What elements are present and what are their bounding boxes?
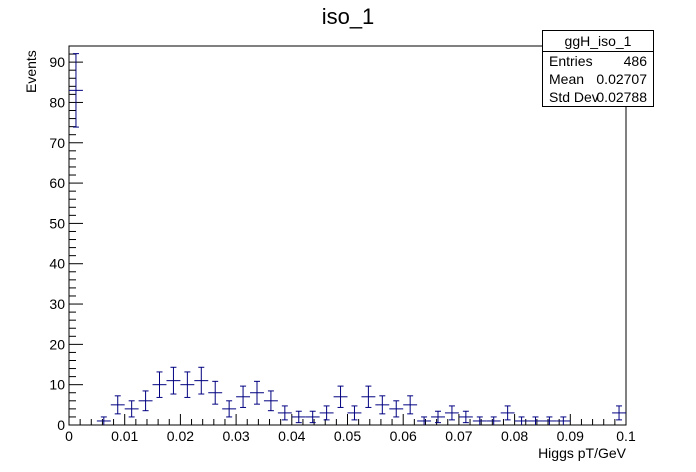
- data-points-group: [69, 53, 626, 425]
- data-point: [277, 405, 292, 421]
- y-tick-label: 50: [49, 215, 65, 231]
- x-tick-label: 0.07: [445, 428, 472, 444]
- data-point: [375, 395, 390, 415]
- x-tick-label: 0.1: [616, 428, 636, 444]
- stats-box: ggH_iso_1 Entries 486 Mean 0.02707 Std D…: [542, 30, 654, 107]
- x-tick-label: 0.05: [334, 428, 361, 444]
- data-point: [347, 405, 362, 421]
- stats-value: 0.02788: [596, 89, 647, 105]
- data-point: [333, 385, 348, 408]
- data-point: [319, 405, 334, 421]
- chart-title: iso_1: [321, 4, 375, 29]
- stats-box-title: ggH_iso_1: [543, 31, 653, 52]
- x-tick-label: 0: [65, 428, 73, 444]
- data-point: [514, 416, 529, 425]
- y-axis-label: Events: [23, 50, 39, 93]
- data-point: [96, 416, 111, 425]
- x-tick-label: 0.06: [390, 428, 417, 444]
- x-tick-label: 0.01: [111, 428, 138, 444]
- data-point: [138, 390, 153, 412]
- data-point: [361, 385, 376, 408]
- data-point: [124, 400, 139, 418]
- data-point: [458, 410, 473, 424]
- stats-value: 486: [623, 53, 647, 69]
- data-point: [472, 416, 487, 425]
- y-tick-label: 40: [49, 256, 65, 272]
- data-point: [152, 371, 167, 398]
- x-tick-label: 0.03: [222, 428, 249, 444]
- data-point: [263, 390, 278, 412]
- data-point: [542, 416, 557, 425]
- y-tick-label: 70: [49, 135, 65, 151]
- data-point: [500, 405, 515, 421]
- data-point: [556, 416, 571, 425]
- data-point: [180, 371, 195, 398]
- stats-label: Std Dev: [549, 89, 599, 105]
- data-point: [69, 53, 83, 128]
- data-point: [528, 416, 543, 425]
- y-tick-label: 30: [49, 296, 65, 312]
- data-point: [444, 405, 459, 421]
- axes-group: 0 0.01 0.02 0.03 0.04 0.05 0.06 0.07 0.08 0.09 0.1…: [49, 45, 636, 444]
- data-point: [403, 395, 418, 415]
- data-point: [417, 416, 432, 425]
- x-axis-label: Higgs pT/GeV: [538, 445, 627, 461]
- x-tick-label: 0.08: [501, 428, 528, 444]
- data-point: [110, 395, 125, 415]
- data-point: [486, 416, 501, 425]
- stats-label: Entries: [549, 53, 593, 69]
- data-point: [389, 400, 404, 418]
- stats-label: Mean: [549, 71, 585, 87]
- data-point: [612, 405, 626, 421]
- y-tick-label: 20: [49, 336, 65, 352]
- x-tick-label: 0.09: [557, 428, 584, 444]
- data-point: [208, 380, 223, 405]
- data-point: [236, 385, 251, 408]
- data-point: [305, 410, 320, 424]
- y-tick-label: 60: [49, 175, 65, 191]
- data-point: [166, 366, 181, 395]
- stats-row-entries: Entries 486: [543, 52, 653, 70]
- x-tick-label: 0.04: [278, 428, 305, 444]
- y-tick-label: 90: [49, 54, 65, 70]
- x-tick-label: 0.02: [167, 428, 194, 444]
- stats-row-mean: Mean 0.02707: [543, 70, 653, 88]
- data-point: [431, 410, 445, 424]
- data-point: [250, 380, 264, 405]
- y-tick-label: 80: [49, 94, 65, 110]
- stats-row-stddev: Std Dev 0.02788: [543, 88, 653, 106]
- data-point: [291, 410, 306, 424]
- data-point: [222, 400, 237, 418]
- y-tick-label: 0: [57, 417, 65, 433]
- y-tick-label: 10: [49, 377, 65, 393]
- data-point: [194, 366, 209, 395]
- stats-value: 0.02707: [596, 71, 647, 87]
